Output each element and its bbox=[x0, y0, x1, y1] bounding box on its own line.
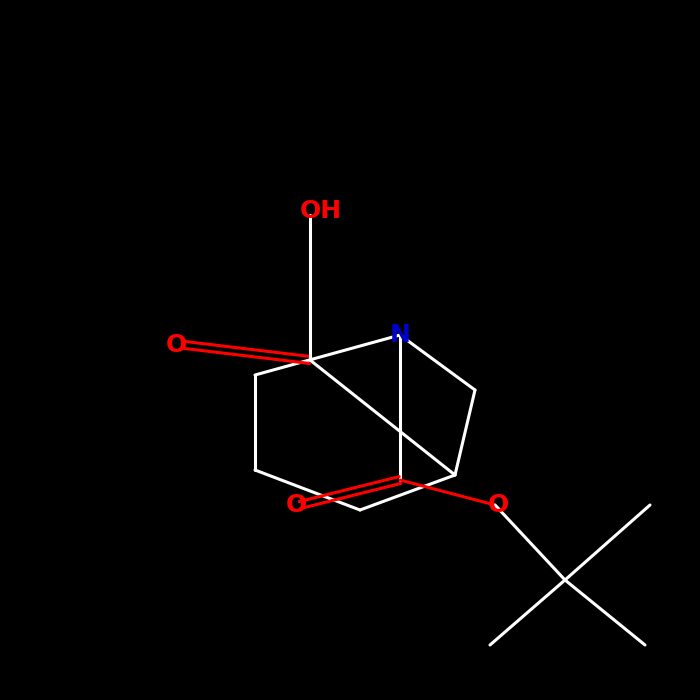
Text: O: O bbox=[286, 493, 307, 517]
Text: N: N bbox=[390, 323, 410, 347]
Text: OH: OH bbox=[300, 199, 342, 223]
Text: O: O bbox=[488, 493, 509, 517]
Text: O: O bbox=[166, 333, 187, 357]
